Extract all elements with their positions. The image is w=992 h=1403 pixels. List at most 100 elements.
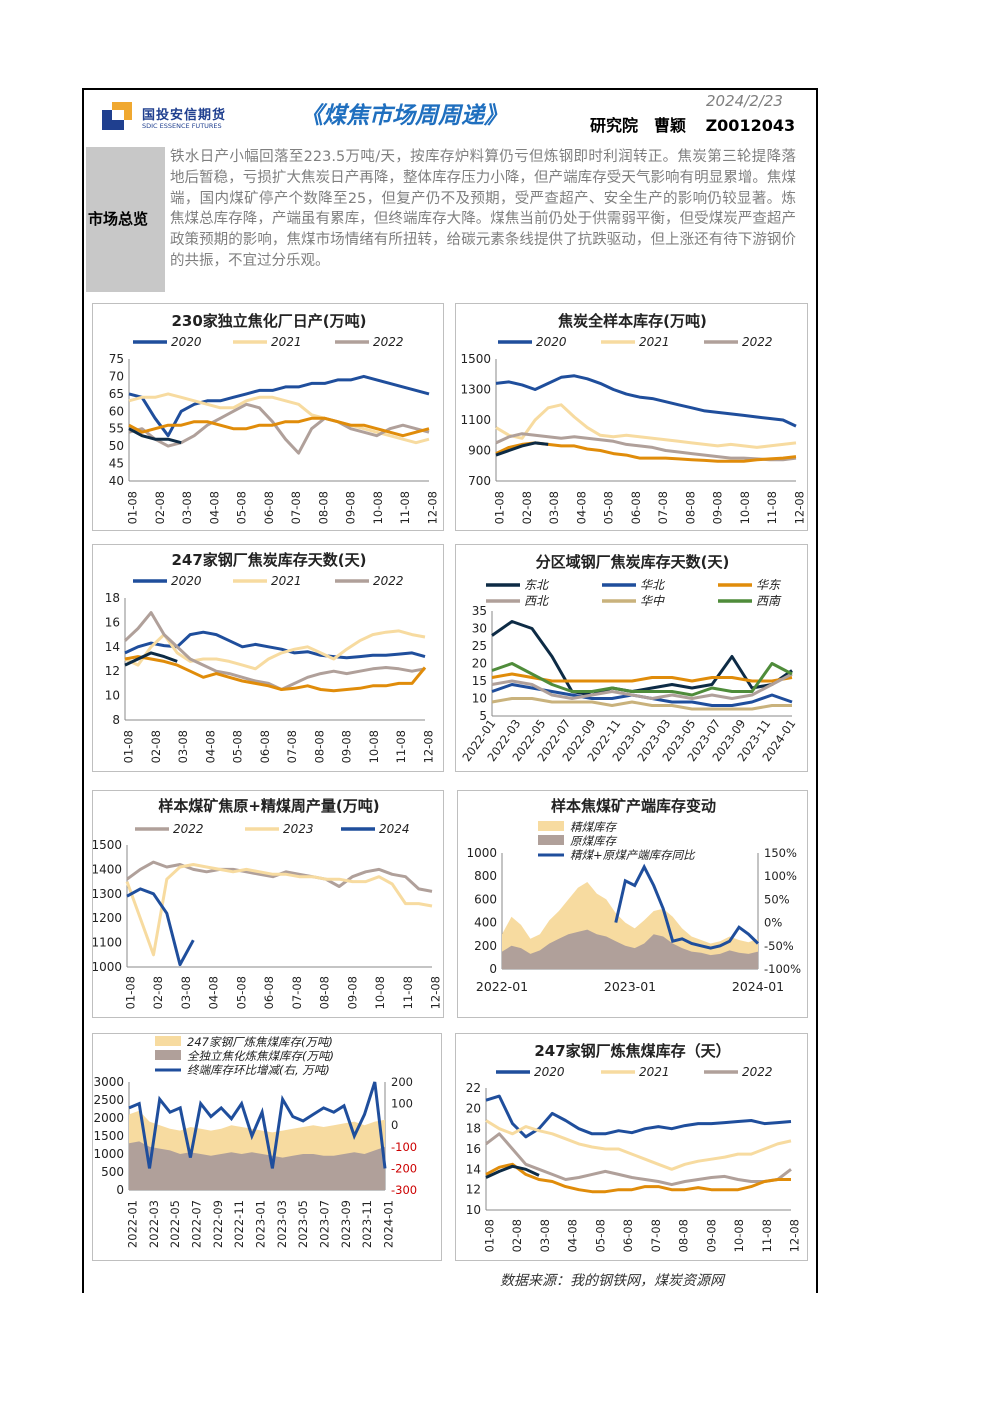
y-tick-label: 10 (105, 689, 120, 703)
chart-panel-coke-inventory: 焦炭全样本库存(万吨) 2020 2021 2022 700 900 1100 1300 150… (455, 303, 808, 531)
legend-label: 华中 (640, 594, 665, 608)
x-tick-label: 07-08 (649, 1219, 663, 1252)
x-tick-label: 10-08 (367, 730, 381, 763)
x-tick-label: 09-08 (711, 491, 725, 524)
y-tick-label: 1500 (93, 1129, 124, 1143)
y-tick-label: 500 (101, 1165, 124, 1179)
x-tick-label: 2022-01 (126, 1200, 140, 1248)
x-tick-label: 05-08 (235, 491, 249, 524)
x-tick-label: 06-08 (629, 491, 643, 524)
y2-tick-label: 50% (764, 892, 790, 906)
x-tick-label: 09-08 (340, 730, 354, 763)
x-tick-label: 01-08 (126, 491, 140, 524)
x-tick-label: 02-08 (151, 976, 165, 1009)
line-series (495, 403, 797, 449)
legend-label: 精煤库存 (570, 820, 617, 834)
line-series (124, 629, 426, 671)
line-series (128, 427, 182, 445)
legend-label: 2023 (283, 822, 314, 836)
line-series (485, 1119, 792, 1171)
x-tick-label: 03-08 (547, 491, 561, 524)
x-tick-label: 2023-11 (360, 1200, 374, 1248)
x-tick-label: 2023-05 (296, 1200, 310, 1248)
x-tick-label: 2024-01 (732, 979, 784, 994)
y-tick-label: 10 (466, 1203, 481, 1217)
y-tick-label: 18 (105, 591, 120, 605)
legend-label: 西北 (524, 594, 550, 608)
x-tick-label: 01-08 (483, 1219, 497, 1252)
x-tick-label: 06-08 (258, 730, 272, 763)
y-tick-label: 1300 (93, 887, 122, 901)
legend-label: 2022 (373, 335, 404, 349)
y2-tick-label: 100 (391, 1097, 413, 1111)
y2-tick-label: 0% (764, 916, 782, 930)
x-tick-label: 03-08 (176, 730, 190, 763)
chart-title: 230家独立焦化厂日产(万吨) (171, 312, 366, 330)
x-tick-label: 07-08 (289, 491, 303, 524)
y-tick-label: 75 (109, 352, 124, 366)
x-tick-label: 2022-03 (147, 1200, 161, 1248)
x-tick-label: 12-08 (788, 1219, 802, 1252)
area-series (502, 929, 758, 969)
report-frame (82, 88, 818, 1293)
legend-area-swatch (155, 1036, 181, 1046)
x-tick-label: 07-08 (656, 491, 670, 524)
y-tick-label: 20 (466, 1101, 481, 1115)
y2-tick-label: -200 (391, 1161, 417, 1175)
chart-title: 样本焦煤矿产端库存变动 (551, 797, 716, 815)
line-series (495, 374, 797, 428)
y-tick-label: 60 (109, 404, 124, 418)
line-series (491, 697, 792, 711)
x-tick-label: 12-08 (426, 491, 440, 524)
line-series (485, 1162, 791, 1194)
y-tick-label: 3000 (93, 1075, 124, 1089)
y-tick-label: 15 (472, 674, 487, 688)
y-tick-label: 14 (466, 1162, 481, 1176)
x-tick-label: 04-08 (207, 976, 221, 1009)
y-tick-label: 0 (489, 962, 497, 976)
y-tick-label: 45 (109, 457, 124, 471)
y-tick-label: 1500 (93, 838, 122, 852)
y-tick-label: 1000 (93, 960, 122, 974)
y2-tick-label: 0 (391, 1118, 398, 1132)
y-tick-label: 1400 (93, 862, 122, 876)
x-tick-label: 02-08 (153, 491, 167, 524)
ratio-series-line (614, 863, 760, 950)
y-tick-label: 900 (468, 444, 491, 458)
x-tick-label: 10-08 (732, 1219, 746, 1252)
y-tick-label: 200 (474, 939, 497, 953)
y-tick-label: 12 (105, 664, 120, 678)
legend-label: 华北 (640, 578, 666, 592)
x-tick-label: 2022-09 (211, 1200, 225, 1248)
y-tick-label: 1000 (93, 1147, 124, 1161)
legend-area-swatch (538, 835, 564, 845)
y-tick-label: 1500 (460, 352, 491, 366)
chart-panel-coking-coal-inventory: 247家钢厂炼焦煤库存(万吨) 全独立焦化炼焦煤库存(万吨) 终端库存环比增减(右,… (92, 1033, 442, 1261)
x-tick-label: 2023-09 (339, 1200, 353, 1248)
y-tick-label: 0 (116, 1183, 124, 1197)
x-tick-label: 01-08 (124, 976, 138, 1009)
x-tick-label: 12-08 (422, 730, 436, 763)
chart-title: 247家钢厂炼焦煤库存（天） (534, 1042, 730, 1060)
x-tick-label: 12-08 (429, 976, 443, 1009)
chart-panel-mill-coke-days: 247家钢厂焦炭库存天数(天) 2020 2021 2022 8 10 12 14 16 18 01… (92, 544, 444, 772)
summary-label: 市场总览 (88, 210, 149, 228)
y-tick-label: 800 (474, 869, 497, 883)
y-tick-label: 25 (472, 639, 487, 653)
y-tick-label: 50 (109, 439, 124, 453)
logo-text-en: SDIC ESSENCE FUTURES (142, 122, 222, 130)
y-tick-label: 16 (466, 1142, 481, 1156)
chart-svg: 247家钢厂焦炭库存天数(天) 2020 2021 2022 8 10 12 14 16 18 01… (105, 551, 436, 763)
x-tick-label: 06-08 (621, 1219, 635, 1252)
y2-tick-label: -300 (391, 1183, 417, 1197)
x-tick-label: 2023-03 (275, 1200, 289, 1248)
line-series (124, 651, 178, 667)
line-series (125, 863, 433, 957)
y-tick-label: 2500 (93, 1093, 124, 1107)
x-tick-label: 01-08 (122, 730, 136, 763)
x-tick-label: 2023-07 (318, 1200, 332, 1248)
x-tick-label: 09-08 (344, 491, 358, 524)
line-series (491, 672, 793, 700)
y-tick-label: 16 (105, 615, 120, 629)
